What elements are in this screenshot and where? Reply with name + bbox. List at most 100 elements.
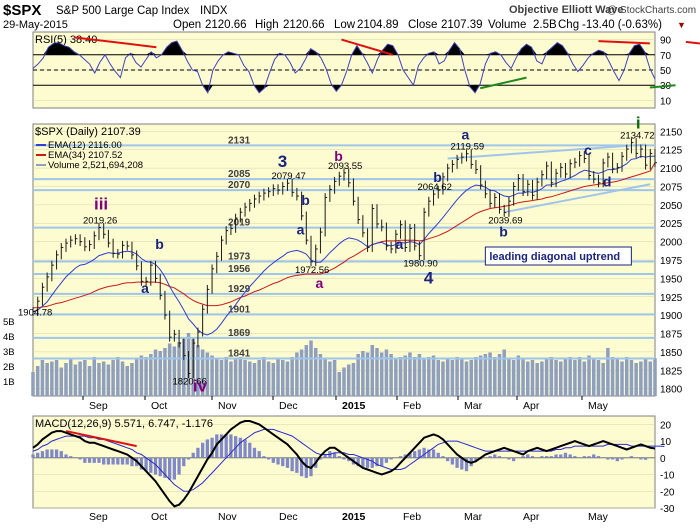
volume-bar [351,363,356,396]
wave-label: iii [94,194,108,213]
volume-bar [394,358,398,396]
volume-bar [427,357,431,396]
volume-bar [554,360,558,396]
macd-histogram-bar [290,457,294,472]
macd-histogram-bar [97,457,101,463]
macd-histogram-bar [464,457,469,472]
price-tick-label: 1875 [660,330,683,341]
volume-bar [158,351,162,396]
close-label: Close [408,19,437,31]
macd-tick-label: -20 [660,487,675,498]
volume-bar [332,360,337,396]
volume-bar [370,345,375,396]
volume-bar [50,361,54,396]
price-annotation: 1972.56 [295,265,329,276]
macd-histogram-bar [248,442,252,458]
rsi-tick-label: 90 [660,36,672,47]
support-line-label: 1901 [228,304,251,315]
volume-bar [271,363,276,396]
volume-label: Volume [488,19,526,31]
price-tick-label: 1850 [660,348,683,359]
price-tick-label: 2100 [660,164,683,175]
volume-bar [266,361,271,396]
macd-histogram-bar [83,457,87,463]
macd-histogram-bar [116,457,120,465]
macd-histogram-bar [521,456,525,458]
volume-bar [582,361,587,396]
macd-histogram-bar [427,449,431,458]
price-annotation: 1820.66 [173,376,207,387]
macd-histogram-bar [540,456,544,458]
volume-bar [441,361,445,396]
volume-bar [624,357,629,396]
rsi-panel: 1030507090RSI(5) 38.40 [32,31,700,109]
volume-bar [196,345,200,396]
volume-bar [412,357,417,396]
macd-x-tick-label: Feb [403,511,421,523]
macd-histogram-bar [45,449,49,458]
price-tick-label: 2150 [660,127,683,138]
macd-histogram-bar [347,457,351,462]
rsi-line [32,40,656,95]
support-line-label: 1956 [228,264,251,275]
x-tick-label: May [588,400,609,412]
macd-histogram-bar [582,456,586,458]
volume-bar [398,357,403,396]
macd-histogram-bar [455,457,459,468]
macd-histogram-bar [219,434,224,458]
volume-bar [516,355,521,396]
macd-histogram-bar [144,457,148,472]
volume-tick-label: 1B [3,377,15,388]
macd-histogram-bar [36,452,40,458]
macd-histogram-bar [615,457,619,462]
macd-x-tick-label: 2015 [342,511,366,523]
macd-histogram-bar [238,437,242,458]
volume-bar [488,352,492,396]
volume-bar [210,355,214,396]
macd-histogram-bar [50,449,54,458]
volume-bar [502,349,506,396]
volume-bar [620,361,624,396]
price-tick-label: 2125 [660,146,683,157]
x-tick-label: Sep [89,400,108,412]
volume-bar [290,357,294,396]
macd-histogram-bar [384,457,389,463]
volume-bar [200,349,205,396]
volume-bar [606,348,610,396]
macd-histogram-bar [276,457,280,465]
macd-histogram-bar [497,456,502,458]
volume-tick-label: 3B [3,347,15,358]
macd-histogram-bar [177,457,181,475]
macd-histogram-bar [488,456,492,458]
macd-histogram-bar [365,457,370,468]
macd-histogram-bar [149,457,153,473]
macd-histogram-bar [271,457,275,463]
macd-histogram-bar [398,456,403,458]
price-annotation: 2093.55 [328,161,362,172]
volume-bar [252,363,257,396]
volume-bar [610,357,615,396]
macd-histogram-bar [610,457,615,460]
volume-bar [243,360,247,396]
wave-label: c [584,142,592,158]
volume-bar [455,357,459,396]
rsi-overbought-fill [33,41,655,55]
volume-bar [111,360,115,396]
macd-histogram-bar [106,457,111,465]
macd-histogram-bar [573,456,577,458]
price-tick-label: 2075 [660,182,683,193]
volume-bar [530,360,535,396]
symbol-label: $SPX [3,2,41,19]
index-name: S&P 500 Large Cap Index [56,5,190,17]
volume-bar [116,357,120,396]
macd-histogram-bar [629,456,634,458]
volume-bar [97,363,101,396]
macd-histogram-bar [78,457,82,460]
support-line-label: 2019 [228,218,251,229]
high-value: 2120.66 [283,19,325,31]
volume-bar [323,358,327,396]
volume-bar [356,354,360,396]
volume-bar [87,366,92,396]
volume-bar [64,363,68,396]
macd-x-tick-label: Oct [151,511,167,523]
